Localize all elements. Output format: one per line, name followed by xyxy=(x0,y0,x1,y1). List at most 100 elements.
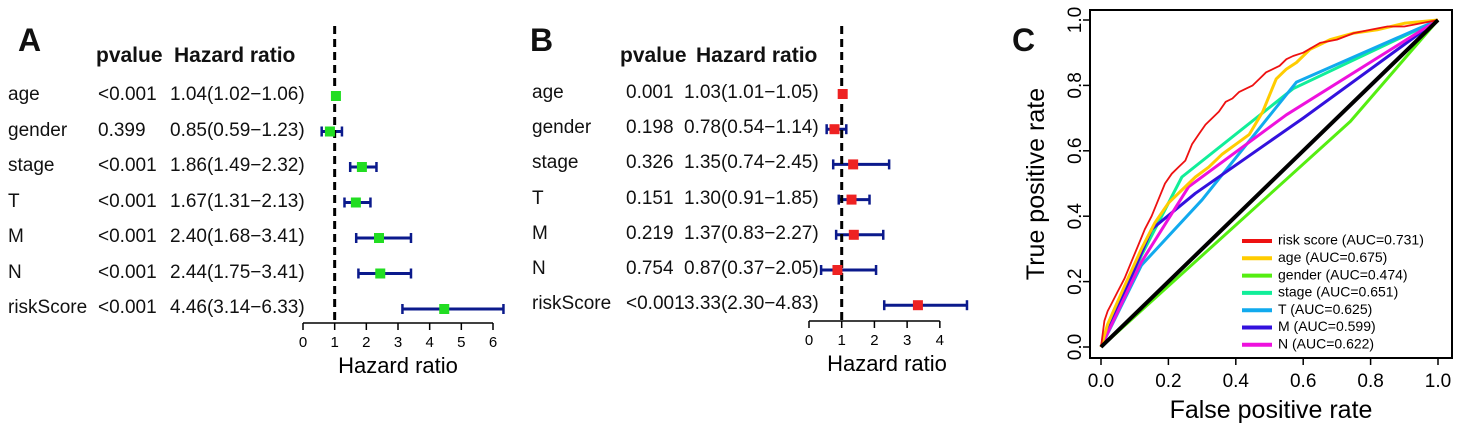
row-hazard-ratio: 3.33(2.30−4.83) xyxy=(684,293,819,315)
x-tick-label: 0.8 xyxy=(1357,371,1383,392)
row-label: age xyxy=(8,84,40,105)
row-label: T xyxy=(8,190,20,212)
plot-frame xyxy=(1089,9,1453,359)
x-axis-title: Hazard ratio xyxy=(338,353,458,378)
x-tick-label: 0.4 xyxy=(1223,371,1250,392)
panel-label-a: A xyxy=(18,22,42,58)
row-hazard-ratio: 1.86(1.49−2.32) xyxy=(170,155,305,176)
row-label: riskScore xyxy=(532,293,612,315)
row-pvalue: <0.001 xyxy=(98,261,157,283)
x-tick-label: 5 xyxy=(457,334,465,351)
hazard-ratio-marker xyxy=(330,91,341,101)
row-hazard-ratio: 1.35(0.74−2.45) xyxy=(684,152,819,174)
row-hazard-ratio: 0.78(0.54−1.14) xyxy=(684,117,819,139)
y-tick-label: 1.0 xyxy=(1065,7,1086,33)
x-tick-label: 1 xyxy=(838,332,846,349)
x-tick-label: 3 xyxy=(394,334,402,351)
row-hazard-ratio: 0.85(0.59−1.23) xyxy=(170,119,305,141)
hazard-ratio-header: Hazard ratio xyxy=(174,44,296,67)
roc-curve xyxy=(1099,18,1439,348)
x-tick-label: 1 xyxy=(330,334,338,351)
legend-label: T (AUC=0.625) xyxy=(1278,301,1372,317)
row-pvalue: 0.399 xyxy=(98,119,146,141)
y-tick-label: 0.0 xyxy=(1065,334,1086,360)
hazard-ratio-marker xyxy=(324,126,335,137)
legend-label: stage (AUC=0.651) xyxy=(1278,284,1398,300)
x-tick-label: 0 xyxy=(299,334,307,351)
forest-plot-a-svg: 0 1 2 3 4 5 6 Hazard ratio xyxy=(299,26,505,378)
x-axis-title: False positive rate xyxy=(1170,396,1373,424)
row-pvalue: 0.198 xyxy=(626,117,674,139)
diagonal-reference-line xyxy=(1099,18,1440,349)
y-axis-title: True positive rate xyxy=(1022,88,1050,280)
x-tick-label: 0.2 xyxy=(1155,371,1181,392)
x-tick-label: 4 xyxy=(936,332,944,349)
roc-plot-c-svg: 0.0 0.2 0.4 0.6 0.8 1.0 0.0 0.2 0.4 0.6 0.8 1.0 Fals… xyxy=(1022,7,1453,424)
row-hazard-ratio: 2.40(1.68−3.41) xyxy=(170,226,305,247)
row-label: M xyxy=(532,222,548,244)
row-pvalue: <0.001 xyxy=(98,84,157,105)
row-hazard-ratio: 1.30(0.91−1.85) xyxy=(684,187,819,209)
row-pvalue: 0.754 xyxy=(626,258,674,279)
roc-plot-c: C 0.0 0.2 0.4 0.6 0.8 1.0 0.0 0.2 0.4 0.6 0.8 1.0 Fa… xyxy=(1010,0,1462,430)
y-tick-label: 0.2 xyxy=(1065,268,1086,294)
x-tick-label: 2 xyxy=(362,334,370,351)
pvalue-header: pvalue xyxy=(96,44,163,67)
row-label: M xyxy=(8,226,24,247)
row-hazard-ratio: 4.46(3.14−6.33) xyxy=(170,297,305,318)
legend-label: N (AUC=0.622) xyxy=(1278,336,1374,352)
x-tick-label: 0.6 xyxy=(1290,371,1316,392)
row-pvalue: <0.001 xyxy=(98,190,157,212)
row-label: N xyxy=(8,261,22,283)
y-tick-label: 0.6 xyxy=(1065,138,1086,164)
hazard-ratio-marker xyxy=(832,265,843,275)
row-pvalue: 0.219 xyxy=(626,222,674,244)
hazard-ratio-marker xyxy=(912,300,923,311)
row-label: gender xyxy=(532,117,592,139)
forest-plot-b: B pvalue Hazard ratio age 0.001 1.03(1.01−… xyxy=(520,0,1020,430)
hazard-ratio-marker xyxy=(374,233,384,243)
hazard-ratio-header: Hazard ratio xyxy=(696,44,818,67)
row-pvalue: <0.001 xyxy=(98,226,157,247)
row-label: T xyxy=(532,187,544,209)
roc-curve xyxy=(1099,18,1439,348)
row-hazard-ratio: 1.03(1.01−1.05) xyxy=(684,82,819,103)
roc-curve xyxy=(1099,18,1439,348)
hazard-ratio-marker xyxy=(829,124,840,135)
hazard-ratio-marker xyxy=(837,89,848,99)
row-pvalue: <0.001 xyxy=(98,297,157,318)
row-pvalue: 0.001 xyxy=(626,82,674,103)
row-hazard-ratio: 2.44(1.75−3.41) xyxy=(170,261,305,283)
hazard-ratio-marker xyxy=(350,197,361,208)
x-tick-label: 4 xyxy=(425,334,433,351)
hazard-ratio-marker xyxy=(848,229,859,240)
row-label: N xyxy=(532,258,546,279)
y-tick-label: 0.4 xyxy=(1065,203,1086,230)
row-label: gender xyxy=(8,119,68,141)
panel-label-b: B xyxy=(530,22,554,58)
hazard-ratio-marker xyxy=(439,304,450,314)
x-tick-label: 2 xyxy=(870,332,878,349)
roc-curve xyxy=(1099,19,1440,349)
row-hazard-ratio: 1.04(1.02−1.06) xyxy=(170,84,305,105)
row-hazard-ratio: 0.87(0.37−2.05) xyxy=(684,258,819,279)
row-pvalue: 0.151 xyxy=(626,187,674,209)
hazard-ratio-marker xyxy=(846,194,857,205)
hazard-ratio-marker xyxy=(848,159,859,170)
row-label: riskScore xyxy=(8,297,88,318)
roc-curve xyxy=(1100,19,1439,348)
x-tick-label: 6 xyxy=(489,334,497,351)
row-pvalue: <0.001 xyxy=(626,293,685,315)
legend-label: risk score (AUC=0.731) xyxy=(1278,232,1424,248)
hazard-ratio-marker xyxy=(375,268,386,279)
x-tick-label: 1.0 xyxy=(1425,371,1451,392)
panel-label-c: C xyxy=(1012,22,1036,58)
row-label: age xyxy=(532,82,564,103)
legend-label: M (AUC=0.599) xyxy=(1278,318,1376,334)
row-hazard-ratio: 1.37(0.83−2.27) xyxy=(684,222,819,244)
pvalue-header: pvalue xyxy=(620,44,687,67)
row-label: stage xyxy=(8,155,55,176)
legend-label: age (AUC=0.675) xyxy=(1278,249,1387,265)
row-pvalue: 0.326 xyxy=(626,152,674,174)
x-tick-label: 0 xyxy=(805,332,813,349)
